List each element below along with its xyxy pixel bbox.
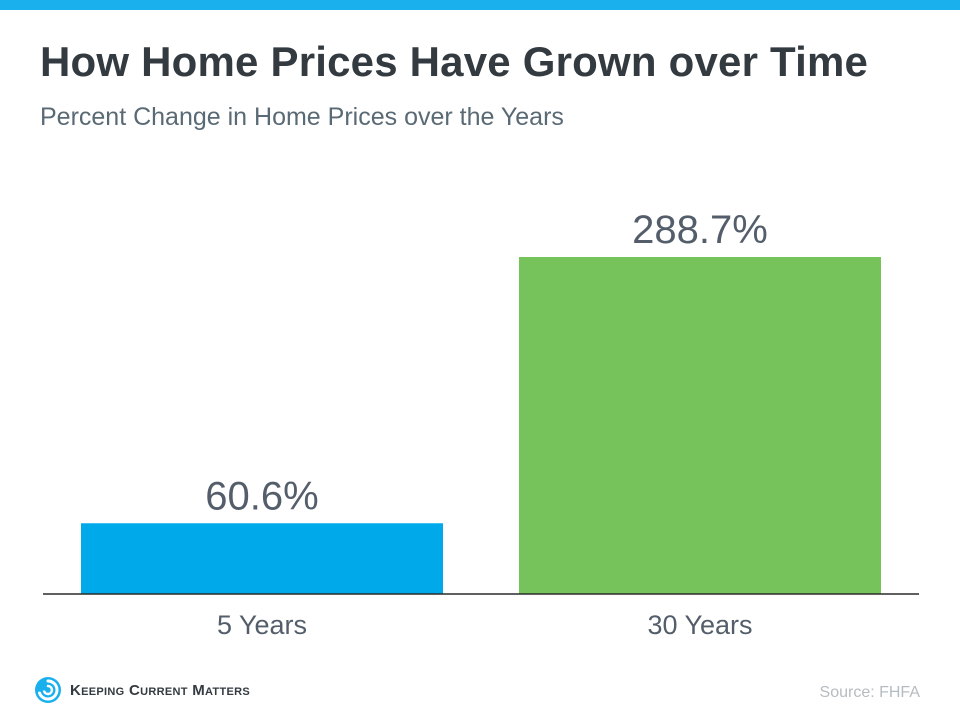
category-label: 5 Years xyxy=(217,610,307,640)
brand-logo: Keeping Current Matters xyxy=(34,676,250,704)
bars-group: 60.6% 5 Years 288.7% 30 Years xyxy=(81,208,881,640)
page-title: How Home Prices Have Grown over Time xyxy=(40,38,869,85)
bar-value-label: 60.6% xyxy=(205,474,318,518)
page-subtitle: Percent Change in Home Prices over the Y… xyxy=(40,103,564,131)
brand-name: Keeping Current Matters xyxy=(70,681,250,699)
bar-value-label: 288.7% xyxy=(632,208,768,252)
source-note: Source: FHFA xyxy=(819,684,920,701)
bar-5-years xyxy=(81,523,443,594)
top-accent-bar xyxy=(0,0,960,10)
bar-30-years xyxy=(519,257,881,594)
kcm-swirl-logo-icon xyxy=(35,677,61,703)
category-label: 30 Years xyxy=(647,610,752,640)
